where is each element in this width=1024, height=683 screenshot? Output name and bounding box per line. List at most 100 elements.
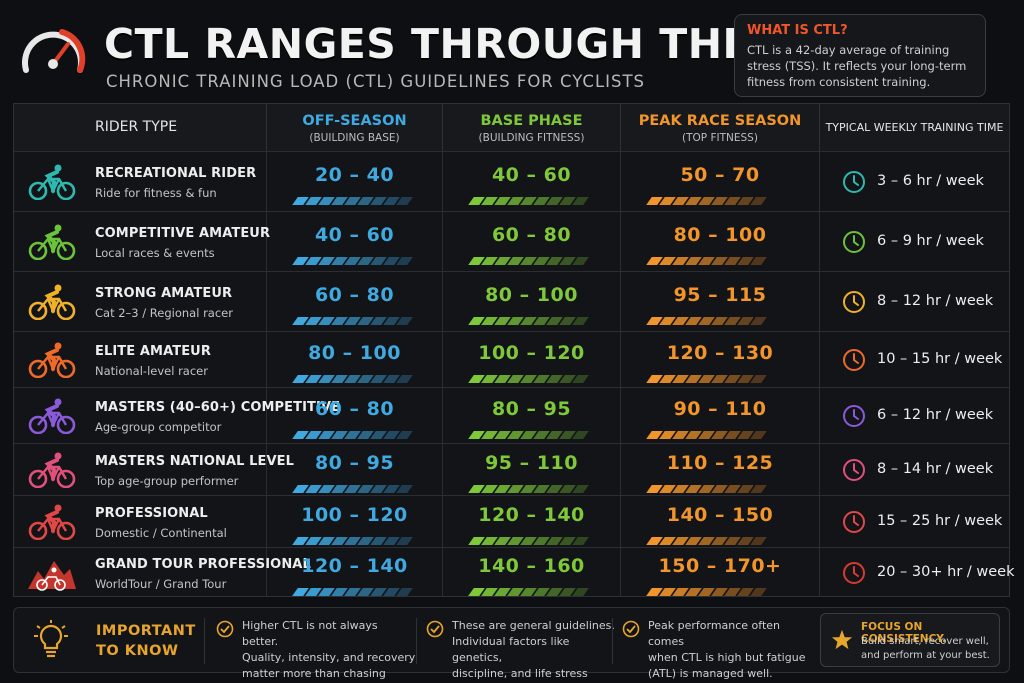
check-circle-icon	[426, 620, 444, 638]
important-note: Peak performance often comes when CTL is …	[622, 618, 812, 682]
off-range-value: 120 – 140	[301, 555, 408, 577]
rider-cell: MASTERS NATIONAL LEVEL Top age-group per…	[14, 444, 294, 495]
note-line: discipline, and life stress vary.	[452, 667, 588, 680]
rider-cell: ELITE AMATEUR National-level racer	[14, 332, 267, 387]
peak-range-cell: 50 – 70	[621, 152, 820, 211]
cyclist-icon	[28, 164, 76, 200]
clock-icon	[843, 511, 865, 533]
weekly-time-cell: 3 – 6 hr / week	[820, 152, 1009, 211]
weekly-time-cell: 6 – 12 hr / week	[820, 388, 1009, 443]
base-range-cell: 140 – 160	[443, 548, 621, 597]
table-row: ELITE AMATEUR National-level racer 80 – …	[14, 331, 1009, 387]
table-row: COMPETITIVE AMATEUR Local races & events…	[14, 211, 1009, 271]
cyclist-icon	[28, 504, 76, 540]
important-note: Higher CTL is not always better. Quality,…	[216, 618, 416, 683]
important-note: These are general guidelines. Individual …	[426, 618, 616, 683]
cyclist-icon	[28, 224, 76, 260]
base-range-stripes	[468, 424, 592, 439]
header-rider-type: RIDER TYPE	[14, 104, 267, 151]
base-range-stripes	[468, 368, 592, 383]
peak-range-stripes	[646, 424, 791, 439]
base-range-cell: 80 – 95	[443, 388, 621, 443]
base-range-value: 80 – 95	[491, 398, 572, 420]
off-range-cell: 100 – 120	[267, 496, 443, 547]
clock-icon	[843, 562, 865, 584]
page-subtitle: CHRONIC TRAINING LOAD (CTL) GUIDELINES F…	[106, 72, 646, 91]
note-line: Higher CTL is not always better.	[242, 619, 378, 648]
table-row: MASTERS (40–60+) COMPETITIVE Age-group c…	[14, 387, 1009, 443]
base-range-stripes	[468, 310, 592, 325]
table-row: RECREATIONAL RIDER Ride for fitness & fu…	[14, 151, 1009, 211]
peak-range-value: 150 – 170+	[658, 555, 782, 577]
rider-name: RECREATIONAL RIDER	[95, 166, 257, 181]
base-range-value: 120 – 140	[478, 504, 585, 526]
off-range-value: 20 – 40	[314, 164, 395, 186]
off-range-value: 60 – 80	[314, 284, 395, 306]
peak-range-cell: 95 – 115	[621, 272, 820, 331]
what-is-ctl-box: WHAT IS CTL? CTL is a 42-day average of …	[734, 14, 986, 97]
note-line: (ATL) is managed well.	[648, 667, 773, 680]
table-row: GRAND TOUR PROFESSIONAL WorldTour / Gran…	[14, 547, 1014, 597]
peak-range-value: 50 – 70	[680, 164, 760, 186]
note-line: Quality, intensity, and recovery	[242, 651, 416, 664]
off-range-stripes	[292, 478, 414, 493]
header-rider-label: RIDER TYPE	[95, 119, 178, 135]
peak-range-value: 140 – 150	[666, 504, 774, 526]
peak-range-value: 110 – 125	[666, 452, 774, 474]
peak-range-value: 80 – 100	[673, 224, 767, 246]
header-peak-sub: (TOP FITNESS)	[682, 132, 758, 144]
peak-range-cell: 110 – 125	[621, 444, 820, 495]
note-line: when CTL is high but fatigue	[648, 651, 806, 664]
rider-description: National-level racer	[95, 364, 208, 378]
weekly-time-value: 8 – 12 hr / week	[877, 293, 994, 309]
peak-range-stripes	[646, 478, 791, 493]
off-range-value: 60 – 80	[314, 398, 395, 420]
off-range-stripes	[292, 190, 414, 205]
check-circle-icon	[216, 620, 234, 638]
rider-description: Age-group competitor	[95, 420, 222, 434]
clock-icon	[843, 171, 865, 193]
weekly-time-cell: 6 – 9 hr / week	[820, 212, 1009, 271]
weekly-time-value: 3 – 6 hr / week	[877, 173, 984, 189]
base-range-value: 95 – 110	[485, 452, 578, 474]
table-row: MASTERS NATIONAL LEVEL Top age-group per…	[14, 443, 1009, 495]
weekly-time-cell: 15 – 25 hr / week	[820, 496, 1009, 547]
weekly-time-value: 20 – 30+ hr / week	[877, 564, 1015, 580]
rider-description: Top age-group performer	[95, 474, 239, 488]
off-range-stripes	[292, 530, 414, 545]
speedometer-icon	[22, 29, 86, 73]
peak-range-stripes	[646, 581, 791, 596]
peak-range-stripes	[646, 310, 791, 325]
header-peak-season: PEAK RACE SEASON (TOP FITNESS)	[621, 104, 820, 151]
focus-line-2: and perform at your best.	[861, 650, 990, 661]
weekly-time-value: 6 – 12 hr / week	[877, 407, 994, 423]
off-range-cell: 80 – 100	[267, 332, 443, 387]
peak-range-cell: 120 – 130	[621, 332, 820, 387]
important-line-1: IMPORTANT	[96, 623, 196, 639]
lightbulb-icon	[34, 620, 68, 658]
clock-icon	[843, 405, 865, 427]
weekly-time-value: 8 – 14 hr / week	[877, 461, 994, 477]
off-range-cell: 60 – 80	[267, 388, 443, 443]
star-icon	[831, 629, 853, 650]
rider-description: Domestic / Continental	[95, 526, 227, 540]
base-range-stripes	[468, 478, 592, 493]
weekly-time-value: 10 – 15 hr / week	[877, 351, 1003, 367]
base-range-value: 100 – 120	[478, 342, 585, 364]
cyclist-icon	[28, 284, 76, 320]
important-line-2: TO KNOW	[96, 643, 179, 659]
cyclist-icon	[28, 342, 76, 378]
base-range-value: 80 – 100	[485, 284, 578, 306]
base-range-stripes	[468, 190, 592, 205]
off-range-stripes	[292, 368, 414, 383]
peak-range-stripes	[646, 530, 791, 545]
off-range-cell: 60 – 80	[267, 272, 443, 331]
peak-range-cell: 80 – 100	[621, 212, 820, 271]
base-range-stripes	[468, 581, 592, 596]
rider-name: PROFESSIONAL	[95, 506, 208, 521]
off-range-value: 40 – 60	[314, 224, 395, 246]
base-range-value: 140 – 160	[478, 555, 585, 577]
header-base-title: BASE PHASE	[480, 113, 583, 129]
off-range-stripes	[292, 250, 414, 265]
base-range-cell: 95 – 110	[443, 444, 621, 495]
